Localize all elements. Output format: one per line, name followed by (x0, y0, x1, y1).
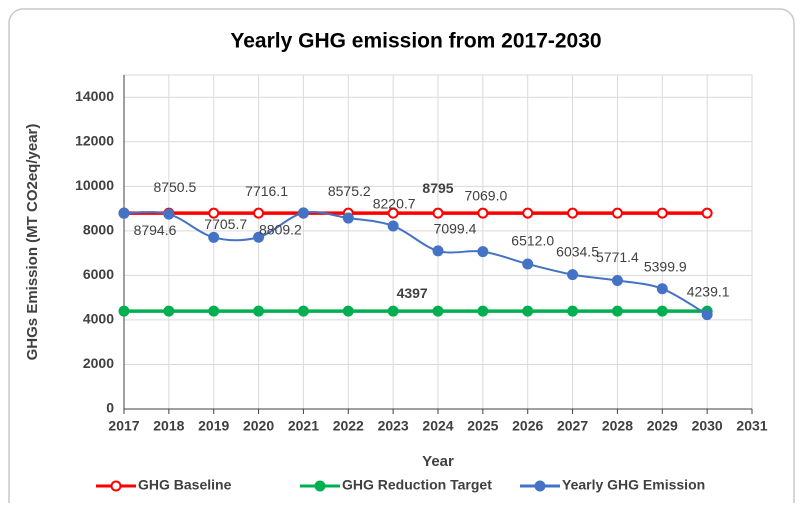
y-tick-label: 4000 (83, 311, 114, 327)
data-label: 6512.0 (511, 233, 554, 249)
point-marker (297, 207, 309, 219)
x-axis-title: Year (422, 453, 454, 470)
point-marker (567, 207, 579, 219)
data-label: 4239.1 (687, 283, 730, 299)
data-label: 6034.5 (556, 243, 599, 259)
data-label: 5399.9 (644, 258, 687, 274)
x-tick-label: 2017 (108, 418, 139, 434)
point-marker (477, 305, 489, 317)
legend-marker (534, 480, 546, 492)
x-tick-label: 2020 (243, 418, 274, 434)
point-marker (701, 309, 713, 321)
chart-title: Yearly GHG emission from 2017-2030 (230, 30, 601, 53)
point-marker (118, 207, 130, 219)
legend-marker (314, 480, 326, 492)
x-tick-label: 2018 (153, 418, 184, 434)
point-marker (611, 305, 623, 317)
point-marker (432, 245, 444, 257)
point-marker (567, 269, 579, 281)
point-marker (253, 231, 265, 243)
point-marker (163, 208, 175, 220)
x-tick-label: 2027 (557, 418, 588, 434)
annotation: 4397 (397, 285, 428, 301)
y-tick-label: 12000 (75, 133, 114, 149)
x-tick-label: 2031 (736, 418, 767, 434)
y-axis-title: GHGs Emission (MT CO2eq/year) (24, 124, 41, 361)
point-marker (253, 305, 265, 317)
data-label: 8575.2 (328, 183, 371, 199)
x-tick-label: 2019 (198, 418, 229, 434)
point-marker (432, 207, 444, 219)
data-label: 8794.6 (134, 222, 177, 238)
y-tick-label: 8000 (83, 222, 114, 238)
point-marker (611, 207, 623, 219)
data-label: 8809.2 (259, 222, 302, 238)
point-marker (656, 207, 668, 219)
x-tick-label: 2026 (512, 418, 543, 434)
x-tick-label: 2024 (422, 418, 453, 434)
y-tick-label: 0 (106, 400, 114, 416)
x-tick-label: 2023 (378, 418, 409, 434)
point-marker (522, 305, 534, 317)
data-label: 7099.4 (434, 221, 477, 237)
point-marker (208, 231, 220, 243)
point-marker (522, 258, 534, 270)
legend-label: Yearly GHG Emission (562, 477, 705, 493)
point-marker (656, 283, 668, 295)
point-marker (118, 305, 130, 317)
legend-marker (110, 480, 122, 492)
point-marker (656, 305, 668, 317)
legend-label: GHG Baseline (138, 477, 232, 493)
point-marker (163, 305, 175, 317)
point-marker (477, 207, 489, 219)
point-marker (387, 305, 399, 317)
data-label: 5771.4 (596, 249, 639, 265)
data-label: 7705.7 (204, 216, 247, 232)
point-marker (701, 207, 713, 219)
data-label: 8220.7 (373, 196, 416, 212)
point-marker (342, 305, 354, 317)
point-marker (611, 274, 623, 286)
y-tick-label: 6000 (83, 266, 114, 282)
annotation: 8795 (422, 180, 453, 196)
point-marker (253, 207, 265, 219)
data-label: 7716.1 (245, 183, 288, 199)
y-tick-label: 14000 (75, 88, 114, 104)
y-tick-label: 10000 (75, 177, 114, 193)
point-marker (387, 220, 399, 232)
x-tick-label: 2025 (467, 418, 498, 434)
x-tick-label: 2021 (288, 418, 319, 434)
chart-frame (8, 8, 795, 508)
point-marker (432, 305, 444, 317)
point-marker (477, 246, 489, 258)
x-tick-label: 2022 (333, 418, 364, 434)
legend-label: GHG Reduction Target (342, 477, 492, 493)
x-tick-label: 2028 (602, 418, 633, 434)
y-tick-label: 2000 (83, 355, 114, 371)
data-label: 7069.0 (464, 187, 507, 203)
point-marker (387, 207, 399, 219)
point-marker (208, 207, 220, 219)
point-marker (297, 305, 309, 317)
data-label: 8750.5 (153, 179, 196, 195)
point-marker (522, 207, 534, 219)
point-marker (567, 305, 579, 317)
x-tick-label: 2029 (647, 418, 678, 434)
x-tick-label: 2030 (692, 418, 723, 434)
point-marker (342, 212, 354, 224)
point-marker (208, 305, 220, 317)
